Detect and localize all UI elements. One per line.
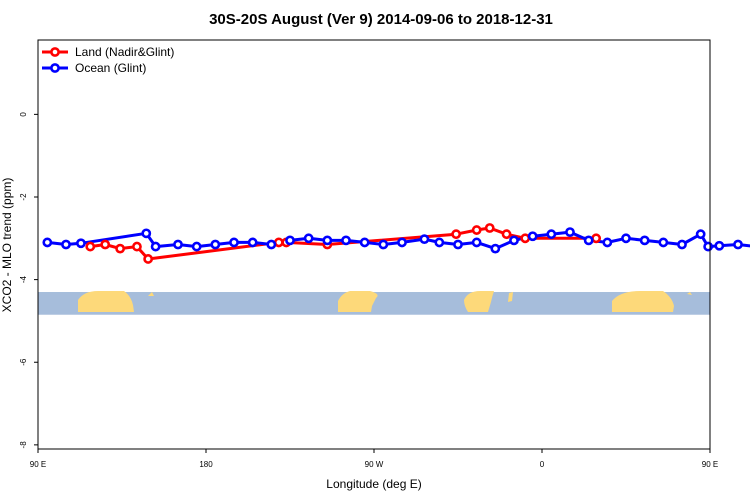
map-strip: [38, 291, 710, 315]
data-point-ocean: [434, 237, 445, 248]
data-point-ocean: [527, 231, 538, 242]
data-point-land: [501, 229, 512, 240]
data-point-ocean: [285, 235, 295, 246]
data-point-ocean: [471, 237, 482, 248]
data-point-ocean: [341, 235, 351, 246]
data-point-land: [484, 223, 495, 233]
data-point-land: [143, 254, 154, 264]
data-point-ocean: [583, 235, 594, 246]
data-point-ocean: [714, 240, 725, 251]
map-land: [148, 292, 154, 296]
y-tick-label: -4: [19, 275, 28, 283]
data-point-ocean: [602, 237, 613, 248]
data-point-ocean: [229, 237, 239, 248]
data-point-ocean: [61, 239, 71, 250]
y-axis: 0 -2 -4 -6 -8: [19, 112, 38, 449]
data-point-land: [115, 243, 126, 254]
map-land: [508, 292, 513, 302]
data-point-land: [132, 241, 142, 252]
data-point-ocean: [322, 235, 333, 246]
data-point-land: [471, 225, 482, 235]
data-point-land: [100, 239, 111, 250]
data-point-ocean: [397, 237, 407, 248]
data-point-ocean: [141, 228, 152, 239]
x-tick-label: 0: [540, 460, 545, 469]
x-tick-label: 90 E: [30, 460, 46, 469]
series-points: [42, 223, 743, 264]
x-tick-label: 90 E: [702, 460, 718, 469]
data-point-ocean: [76, 238, 86, 249]
data-point-land: [273, 237, 284, 248]
data-point-ocean: [621, 233, 631, 244]
x-axis-label: Longitude (deg E): [326, 477, 421, 491]
map-land: [78, 291, 134, 312]
legend-marker-ocean: [50, 63, 60, 73]
data-point-ocean: [378, 239, 389, 250]
data-point-ocean: [266, 239, 277, 250]
map-ocean: [38, 292, 710, 315]
data-point-ocean: [695, 229, 706, 240]
data-point-ocean: [191, 241, 202, 252]
data-point-ocean: [677, 239, 687, 250]
y-tick-label: -8: [19, 441, 28, 449]
data-point-land: [85, 241, 96, 252]
data-point-ocean: [42, 237, 53, 248]
data-point-ocean: [453, 239, 463, 250]
legend-label-land: Land (Nadir&Glint): [75, 45, 174, 59]
x-tick-label: 180: [199, 460, 213, 469]
data-point-ocean: [490, 243, 501, 254]
map-land: [464, 291, 494, 312]
data-point-ocean: [639, 235, 650, 246]
x-axis: 90 E 180 90 W 0 90 E: [30, 449, 718, 469]
map-land: [687, 292, 692, 295]
y-axis-label: XCO2 - MLO trend (ppm): [0, 178, 14, 313]
data-point-land: [451, 229, 462, 240]
legend-marker-land: [50, 47, 60, 57]
y-tick-label: 0: [19, 112, 28, 117]
data-point-ocean: [419, 234, 430, 245]
legend: Land (Nadir&Glint) Ocean (Glint): [42, 45, 174, 75]
data-point-ocean: [150, 241, 161, 252]
legend-label-ocean: Ocean (Glint): [75, 61, 146, 75]
y-tick-label: -2: [19, 193, 28, 201]
x-tick-label: 90 W: [365, 460, 384, 469]
data-point-ocean: [303, 233, 314, 244]
data-point-ocean: [546, 229, 557, 240]
chart-title: 30S-20S August (Ver 9) 2014-09-06 to 201…: [209, 11, 553, 28]
map-land: [612, 291, 674, 312]
data-point-ocean: [210, 239, 221, 250]
data-point-ocean: [247, 237, 258, 248]
y-tick-label: -6: [19, 358, 28, 366]
data-point-ocean: [703, 241, 714, 252]
data-point-land: [591, 233, 602, 244]
data-point-ocean: [173, 239, 183, 250]
map-land: [338, 291, 378, 312]
data-point-ocean: [509, 235, 519, 246]
data-point-land: [520, 233, 531, 244]
data-point-ocean: [565, 227, 575, 238]
data-point-ocean: [658, 237, 669, 248]
data-point-ocean: [359, 237, 370, 248]
data-point-ocean: [733, 239, 743, 250]
